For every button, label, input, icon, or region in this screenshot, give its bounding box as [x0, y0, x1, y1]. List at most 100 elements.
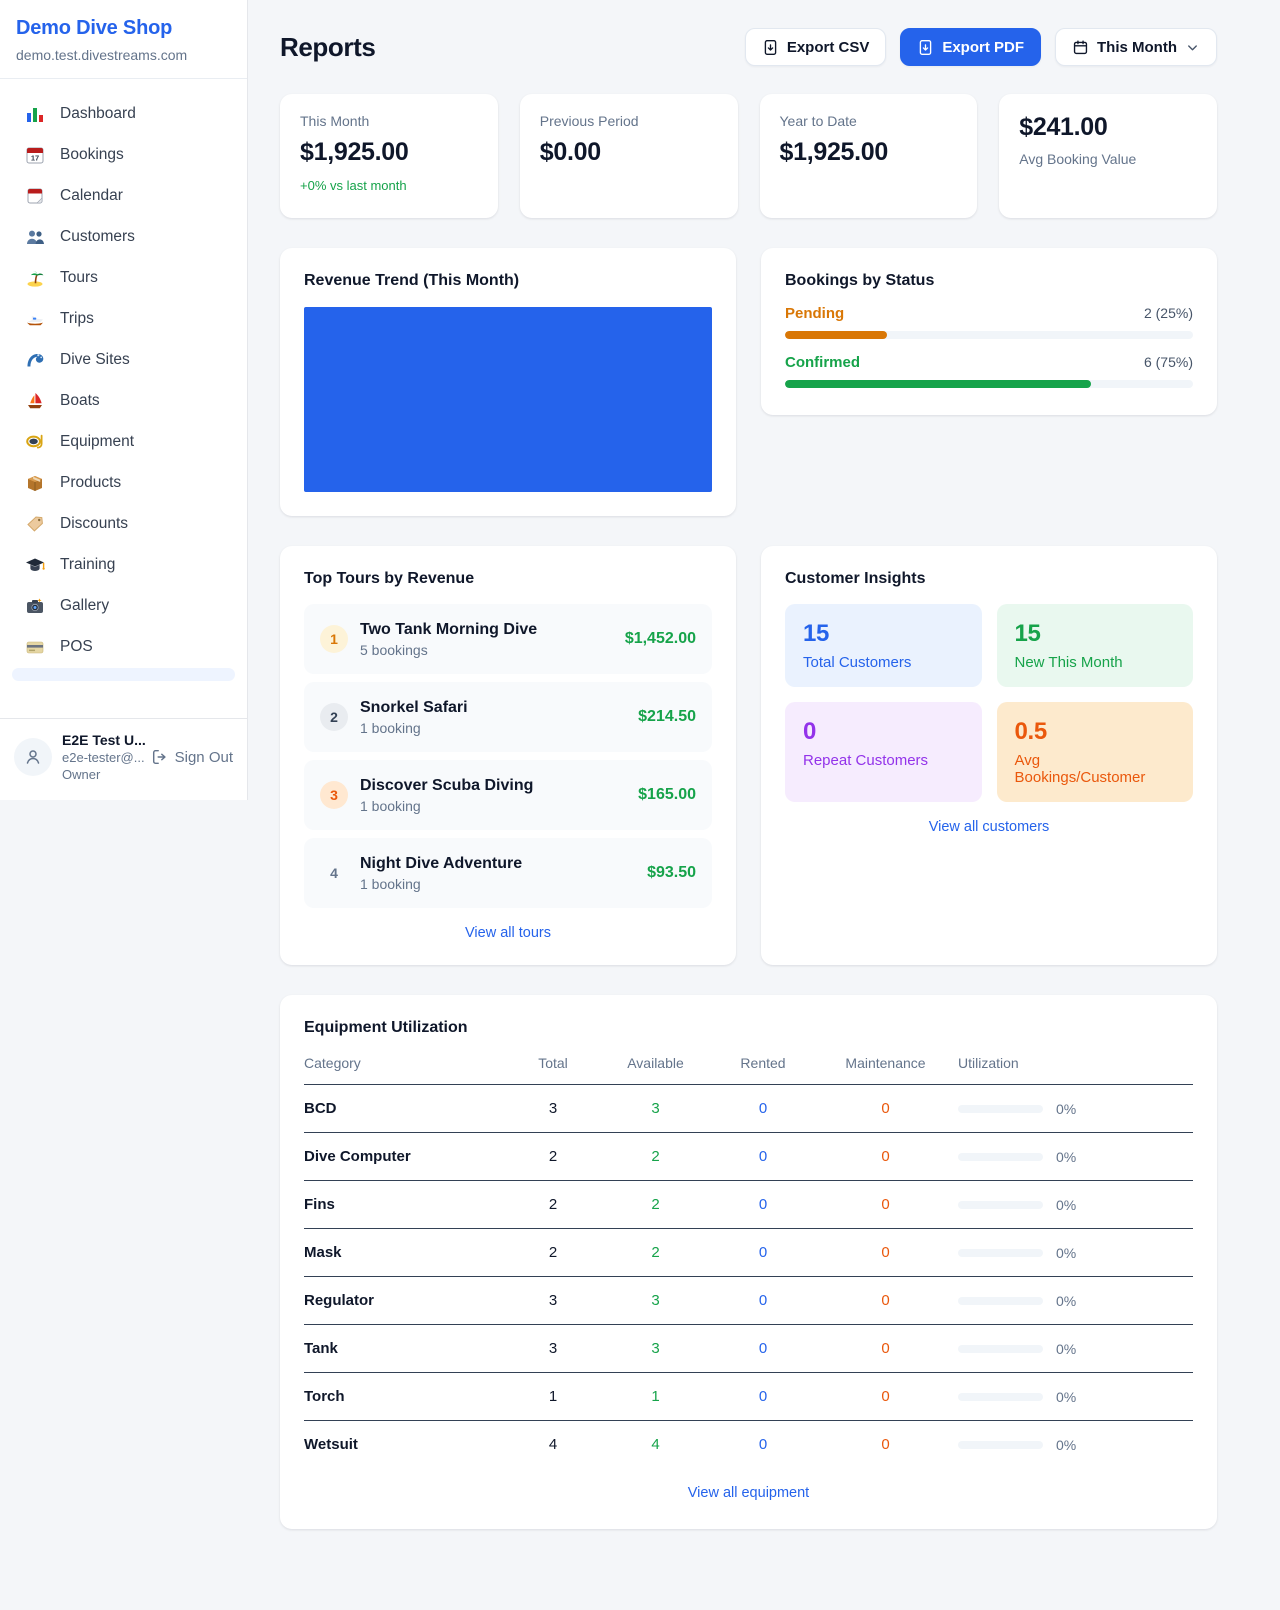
- utilization-cell: 0%: [958, 1101, 1193, 1117]
- period-dropdown[interactable]: This Month: [1055, 28, 1217, 66]
- status-value: 2 (25%): [1143, 305, 1193, 321]
- table-row: Torch 1 1 0 0 0%: [304, 1373, 1193, 1421]
- file-download-icon: [920, 39, 932, 55]
- tour-bookings: 5 bookings: [360, 641, 428, 658]
- sidebar-item-label: Discounts: [60, 514, 129, 532]
- person-icon: [26, 750, 40, 764]
- stat-card-year-to-date: Year to Date $1,925.00: [759, 94, 978, 218]
- tile-value: 0.5: [1014, 718, 1048, 745]
- status-bar-track: [785, 380, 1193, 388]
- sidebar-item-gallery[interactable]: Gallery: [12, 585, 235, 626]
- sidebar-nav: Dashboard 17 Bookings Calendar Customers…: [0, 79, 247, 718]
- user-email: e2e-tester@...: [62, 750, 145, 765]
- insights-row: Top Tours by Revenue 1 Two Tank Morning …: [280, 546, 1217, 965]
- utilization-bar: [958, 1152, 1043, 1161]
- tour-name: Night Dive Adventure: [360, 854, 523, 872]
- export-csv-button[interactable]: Export CSV: [744, 28, 887, 66]
- tour-bookings: 1 booking: [360, 719, 421, 736]
- utilization-bar: [958, 1344, 1043, 1353]
- rank-badge: 3: [320, 781, 348, 809]
- tour-amount: $214.50: [638, 708, 696, 725]
- stat-value: $241.00: [1019, 113, 1108, 141]
- sidebar-item-dashboard[interactable]: Dashboard: [12, 93, 235, 134]
- sidebar-item-label: Trips: [60, 309, 94, 327]
- status-bar-track: [785, 331, 1193, 339]
- tile-avg-bookings-per-customer: 0.5 Avg Bookings/Customer: [996, 702, 1193, 802]
- status-bar-fill: [785, 380, 1091, 388]
- stat-value: $1,925.00: [779, 138, 889, 166]
- camera-icon: [24, 595, 45, 616]
- sidebar-item-calendar[interactable]: Calendar: [12, 175, 235, 216]
- equipment-category: Dive Computer: [304, 1148, 411, 1165]
- tour-row: 1 Two Tank Morning Dive 5 bookings $1,45…: [304, 604, 712, 674]
- sidebar-item-equipment[interactable]: Equipment: [12, 421, 235, 462]
- status-label: Confirmed: [785, 354, 860, 371]
- utilization-bar: [958, 1248, 1043, 1257]
- sign-out-label: Sign Out: [174, 748, 233, 766]
- sidebar-item-bookings[interactable]: 17 Bookings: [12, 134, 235, 175]
- sidebar-item-active-partial[interactable]: [12, 668, 235, 681]
- tour-bookings: 1 booking: [360, 797, 421, 814]
- table-row: Regulator 3 3 0 0 0%: [304, 1277, 1193, 1325]
- logout-icon: [152, 749, 166, 765]
- sidebar-item-discounts[interactable]: Discounts: [12, 503, 235, 544]
- main-content: Reports Export CSV Export PDF This Month…: [248, 0, 1280, 1569]
- table-row: Tank 3 3 0 0 0%: [304, 1325, 1193, 1373]
- svg-text:17: 17: [30, 153, 38, 162]
- utilization-cell: 0%: [958, 1389, 1193, 1405]
- tour-row: 2 Snorkel Safari 1 booking $214.50: [304, 682, 712, 752]
- sidebar-item-dive-sites[interactable]: Dive Sites: [12, 339, 235, 380]
- tile-label: Repeat Customers: [803, 752, 929, 769]
- utilization-cell: 0%: [958, 1149, 1193, 1165]
- status-row-confirmed: Confirmed 6 (75%): [785, 354, 1193, 388]
- page-title: Reports: [280, 31, 376, 62]
- sidebar-item-pos[interactable]: POS: [12, 626, 235, 667]
- view-all-equipment-link[interactable]: View all equipment: [687, 1485, 810, 1501]
- charts-row: Revenue Trend (This Month) Bookings by S…: [280, 248, 1217, 516]
- top-tours-title: Top Tours by Revenue: [304, 570, 475, 587]
- utilization-bar: [958, 1200, 1043, 1209]
- tour-amount: $165.00: [638, 786, 696, 803]
- equipment-category: Tank: [304, 1340, 338, 1357]
- sidebar-item-tours[interactable]: Tours: [12, 257, 235, 298]
- sidebar: Demo Dive Shop demo.test.divestreams.com…: [0, 0, 248, 800]
- sidebar-item-boats[interactable]: Boats: [12, 380, 235, 421]
- utilization-bar: [958, 1440, 1043, 1449]
- stat-card-avg-booking-value: $241.00 Avg Booking Value: [999, 94, 1217, 218]
- revenue-trend-title: Revenue Trend (This Month): [304, 272, 520, 289]
- tile-value: 15: [1014, 620, 1041, 647]
- sidebar-item-label: Equipment: [60, 432, 135, 450]
- people-icon: [24, 226, 45, 247]
- status-value: 6 (75%): [1143, 354, 1193, 370]
- tour-amount: $93.50: [647, 864, 696, 881]
- sidebar-item-products[interactable]: Products: [12, 462, 235, 503]
- calendar-date-icon: 17: [24, 144, 45, 165]
- table-row: Dive Computer 2 2 0 0 0%: [304, 1133, 1193, 1181]
- tile-value: 0: [803, 718, 817, 745]
- package-icon: [24, 472, 45, 493]
- equipment-category: Wetsuit: [304, 1436, 358, 1453]
- sidebar-header: Demo Dive Shop demo.test.divestreams.com: [0, 0, 247, 79]
- sidebar-item-training[interactable]: Training: [12, 544, 235, 585]
- equipment-utilization-card: Equipment Utilization Category Total Ava…: [280, 995, 1217, 1529]
- utilization-cell: 0%: [958, 1293, 1193, 1309]
- top-tours-card: Top Tours by Revenue 1 Two Tank Morning …: [280, 546, 736, 965]
- sidebar-item-trips[interactable]: Trips: [12, 298, 235, 339]
- rank-badge: 1: [320, 625, 348, 653]
- view-all-tours-link[interactable]: View all tours: [465, 925, 551, 941]
- sign-out-button[interactable]: Sign Out: [151, 748, 233, 766]
- rank-badge: 4: [330, 865, 338, 881]
- shop-domain: demo.test.divestreams.com: [16, 47, 188, 63]
- customer-insights-title: Customer Insights: [785, 570, 926, 587]
- export-pdf-button[interactable]: Export PDF: [900, 28, 1042, 66]
- user-name: E2E Test U...: [62, 732, 146, 748]
- equipment-category: Torch: [304, 1388, 345, 1405]
- tile-total-customers: 15 Total Customers: [785, 604, 982, 687]
- utilization-bar: [958, 1392, 1043, 1401]
- sidebar-item-label: Tours: [60, 268, 98, 286]
- user-section: E2E Test U... e2e-tester@... Owner Sign …: [0, 718, 247, 800]
- view-all-customers-link[interactable]: View all customers: [928, 819, 1050, 835]
- bookings-by-status-title: Bookings by Status: [785, 272, 935, 289]
- sidebar-item-customers[interactable]: Customers: [12, 216, 235, 257]
- customer-insights-card: Customer Insights 15 Total Customers 15 …: [761, 546, 1217, 965]
